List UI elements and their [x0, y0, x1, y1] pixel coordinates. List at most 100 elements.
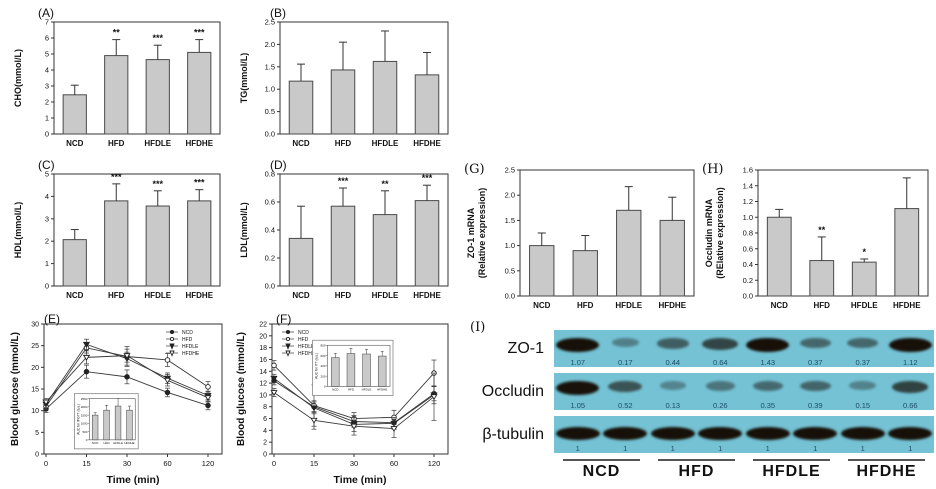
svg-text:1.0: 1.0	[743, 213, 753, 222]
panel-A-chart: 0 1 2 3 4 5 6 7 CHO(mmol/L) NCD HFD ** HFDLE *** HFDHE…	[8, 6, 230, 156]
svg-text:NCD: NCD	[533, 301, 551, 310]
panel-D-chart: 0.0 0.2 0.4 0.6 0.8 LDL(mmol/L) NCD HFD *** HFDLE…	[234, 156, 458, 308]
svg-text:25: 25	[31, 343, 39, 350]
svg-text:30: 30	[350, 459, 358, 468]
svg-text:HFDHE: HFDHE	[377, 387, 387, 391]
svg-text:ZO-1 mRNA: ZO-1 mRNA	[466, 207, 476, 258]
svg-text:NCD: NCD	[182, 330, 193, 336]
blot-lane: 0.35	[744, 373, 792, 410]
svg-text:2.0: 2.0	[505, 191, 515, 200]
band-density-value: 1	[860, 444, 865, 453]
svg-text:HFDHE: HFDHE	[124, 441, 134, 445]
svg-text:30: 30	[31, 322, 39, 329]
band-density-value: 1.12	[902, 358, 918, 367]
svg-text:***: ***	[422, 173, 433, 183]
svg-text:5: 5	[35, 430, 39, 437]
svg-text:***: ***	[338, 176, 349, 186]
bar-chart-svg: 0.0 0.2 0.4 0.6 0.8 1.0 1.2 1.4 1.6 Occludin mRNA…	[704, 166, 929, 310]
svg-text:16: 16	[259, 357, 267, 364]
protein-band	[752, 381, 783, 392]
band-density-value: 0.37	[807, 358, 823, 367]
band-density-value: 1	[765, 444, 770, 453]
band-density-value: 1	[908, 444, 913, 453]
svg-text:2: 2	[45, 98, 49, 107]
svg-text:0.0: 0.0	[265, 130, 275, 139]
svg-text:NCD: NCD	[92, 441, 99, 445]
protein-band	[659, 381, 686, 390]
blot-lane: 0.39	[792, 373, 840, 410]
blot-lane: 1	[697, 416, 745, 453]
bar-chart-svg: 0.0 0.2 0.4 0.6 0.8 LDL(mmol/L) NCD HFD *** HFDLE…	[239, 170, 449, 300]
protein-band	[888, 338, 932, 352]
svg-text:1500: 1500	[81, 413, 88, 417]
protein-band	[556, 381, 600, 395]
band-density-value: 0.64	[712, 358, 728, 367]
svg-text:(Relative expression): (Relative expression)	[477, 188, 487, 279]
band-density-value: 1	[813, 444, 818, 453]
svg-text:1: 1	[45, 114, 49, 123]
svg-text:2: 2	[263, 440, 267, 447]
svg-text:200: 200	[320, 374, 325, 378]
blot-group-labels: NCD HFD HFDLE HFDHE	[466, 459, 936, 481]
svg-text:HFD: HFD	[182, 337, 193, 343]
blot-lane: 0.44	[649, 330, 697, 367]
svg-text:3: 3	[45, 214, 49, 223]
protein-band	[840, 427, 885, 440]
svg-text:HFDHE: HFDHE	[182, 351, 200, 357]
svg-text:Occludin mRNA: Occludin mRNA	[704, 198, 714, 267]
blot-lane: 0.66	[887, 373, 935, 410]
svg-text:5: 5	[45, 50, 49, 59]
panel-C-chart: 0 1 2 3 4 5 HDL(mmol/L) NCD HFD *** HFDLE *** HFDHE *…	[8, 156, 230, 308]
svg-text:0.0: 0.0	[743, 292, 753, 301]
band-density-value: 0.13	[665, 401, 681, 410]
svg-text:2500: 2500	[81, 397, 88, 401]
svg-text:NCD: NCD	[298, 330, 309, 336]
svg-text:AUC for ITT (a.u.): AUC for ITT (a.u.)	[315, 353, 319, 379]
svg-text:***: ***	[194, 28, 205, 38]
svg-text:0.6: 0.6	[743, 244, 753, 253]
panel-C: (C) 0 1 2 3 4 5 HDL(mmol/L) NCD HFD *** HFDLE *** HF…	[8, 156, 230, 308]
svg-text:NCD: NCD	[292, 291, 310, 300]
blot-lane: 1	[887, 416, 935, 453]
svg-text:NCD: NCD	[292, 139, 310, 148]
svg-text:15: 15	[310, 459, 318, 468]
svg-text:0.5: 0.5	[265, 107, 275, 116]
panel-G-label: (G)	[464, 162, 485, 177]
svg-text:6: 6	[45, 34, 49, 43]
protein-band	[611, 338, 639, 348]
protein-band	[556, 338, 600, 352]
svg-text:30: 30	[123, 459, 131, 468]
svg-text:6: 6	[263, 416, 267, 423]
svg-text:Time (min): Time (min)	[107, 474, 160, 486]
svg-text:1.4: 1.4	[743, 181, 753, 190]
group-label: NCD	[563, 459, 640, 481]
svg-text:800: 800	[320, 343, 325, 347]
protein-band	[705, 381, 735, 391]
svg-text:12: 12	[259, 381, 267, 388]
protein-band	[745, 427, 790, 440]
panel-H-label: (H)	[702, 162, 724, 177]
svg-text:NCD: NCD	[66, 139, 84, 148]
svg-text:0: 0	[45, 130, 49, 139]
svg-text:0: 0	[272, 459, 276, 468]
blot-lane: 0.15	[839, 373, 887, 410]
protein-band	[603, 427, 648, 440]
svg-text:1.2: 1.2	[743, 197, 753, 206]
svg-text:HFD: HFD	[108, 139, 125, 148]
blot-lane: 1	[839, 416, 887, 453]
bar-chart-svg: 0 1 2 3 4 5 HDL(mmol/L) NCD HFD *** HFDLE *** HFDHE *…	[13, 170, 221, 300]
svg-text:HFDHE: HFDHE	[658, 301, 686, 310]
protein-label: Occludin	[481, 382, 544, 400]
panel-B-label: (B)	[270, 6, 286, 20]
panel-G-chart: 0.0 0.5 1.0 1.5 2.0 2.5 ZO-1 mRNA (Relative exp…	[462, 158, 702, 320]
svg-text:22: 22	[259, 322, 267, 329]
svg-text:0.4: 0.4	[265, 226, 275, 235]
svg-text:**: **	[381, 179, 389, 189]
svg-text:HFDLE: HFDLE	[113, 441, 123, 445]
svg-text:2: 2	[45, 237, 49, 246]
svg-text:3: 3	[45, 82, 49, 91]
svg-text:***: ***	[152, 179, 163, 189]
svg-text:4: 4	[263, 428, 267, 435]
svg-text:HDL(mmol/L): HDL(mmol/L)	[13, 202, 23, 259]
svg-text:***: ***	[194, 178, 205, 188]
